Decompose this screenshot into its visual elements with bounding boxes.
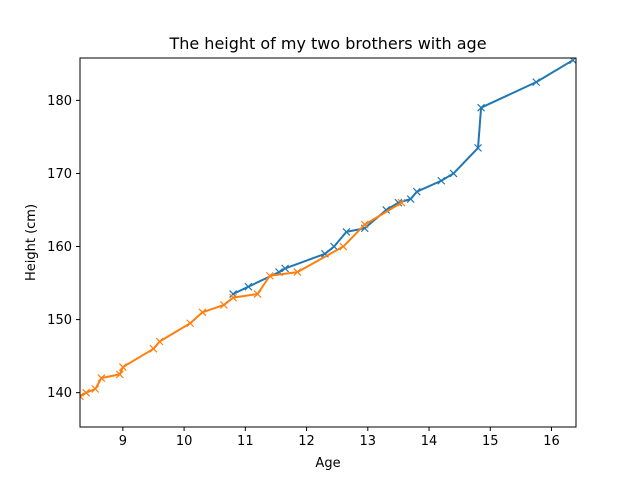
data-point [569, 58, 576, 65]
x-tick-label: 13 [360, 434, 377, 449]
data-point [474, 143, 482, 152]
y-axis: 140 150 160 170 180 [47, 94, 80, 401]
data-point [281, 264, 290, 273]
data-point [265, 271, 274, 280]
data-point [449, 169, 458, 178]
series-2 [80, 198, 406, 401]
x-tick-label: 16 [543, 434, 560, 449]
data-point [198, 308, 207, 317]
data-point [293, 268, 302, 277]
data-point [219, 301, 228, 309]
data-point [91, 385, 100, 393]
data-point [244, 282, 253, 291]
data-point [115, 370, 124, 379]
data-point [437, 176, 446, 185]
data-point [406, 195, 415, 203]
data-point [229, 293, 238, 302]
x-tick-label: 12 [298, 434, 315, 449]
y-tick-label: 180 [47, 94, 72, 109]
data-point [342, 227, 351, 236]
data-point [80, 392, 84, 401]
y-tick-label: 160 [47, 240, 72, 255]
data-point [82, 388, 91, 397]
data-point [330, 242, 339, 251]
data-point [149, 344, 158, 353]
data-point [477, 103, 486, 112]
plot-frame [79, 57, 577, 428]
data-point [97, 374, 106, 382]
x-tick-label: 14 [421, 434, 438, 449]
y-tick-label: 170 [47, 167, 72, 182]
y-axis-label: Height (cm) [24, 204, 39, 281]
series-layer [80, 58, 576, 401]
data-point [412, 187, 421, 196]
x-tick-label: 11 [237, 434, 254, 449]
y-tick-label: 140 [47, 386, 72, 401]
x-axis: 9 10 11 12 13 14 15 16 [119, 427, 560, 449]
x-tick-label: 15 [482, 434, 499, 449]
data-point [532, 78, 541, 87]
data-point [397, 198, 406, 207]
series-line [80, 201, 402, 398]
x-tick-label: 10 [176, 434, 193, 449]
data-point [339, 242, 348, 251]
data-point [253, 290, 262, 298]
data-point [186, 319, 195, 328]
data-point [155, 337, 164, 346]
data-point [118, 363, 127, 372]
series-line [232, 59, 574, 295]
chart-title: The height of my two brothers with age [168, 34, 486, 53]
y-tick-label: 150 [47, 313, 72, 328]
data-point [360, 220, 369, 229]
x-tick-label: 9 [119, 434, 127, 449]
x-axis-label: Age [315, 456, 340, 471]
series-1 [229, 58, 576, 298]
